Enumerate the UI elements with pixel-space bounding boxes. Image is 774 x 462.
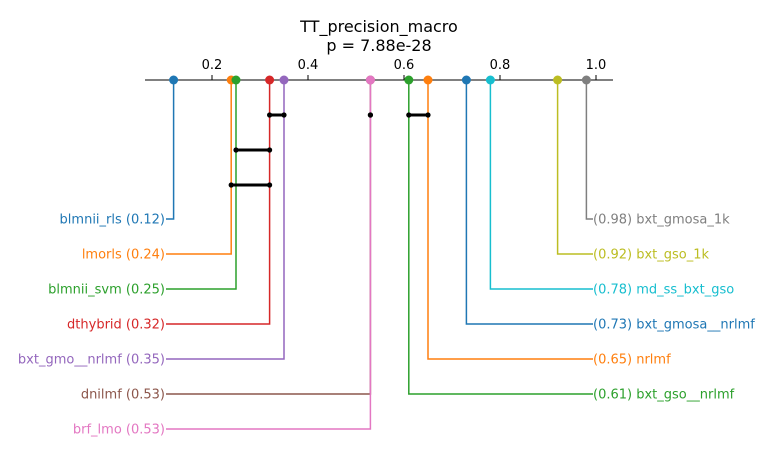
method-label: (0.98) bxt_gmosa_1k: [593, 213, 730, 228]
right-methods: (0.98) bxt_gmosa_1k (0.92) bxt_gso_1k (0.7…: [404, 75, 755, 403]
method-rank-marker: [423, 75, 433, 85]
method-connector: [166, 80, 285, 360]
method-connector: [166, 80, 232, 255]
clique-endpoint: [267, 147, 273, 153]
clique-endpoint: [281, 112, 287, 118]
method-rank-marker: [265, 75, 275, 85]
clique-endpoint: [233, 147, 239, 153]
method-connector: [166, 80, 175, 220]
axis-tick-label: 0.2: [202, 58, 223, 73]
method-rank-marker: [169, 75, 179, 85]
method-label: lmorls (0.24): [82, 248, 165, 263]
method-label: (0.61) bxt_gso__nrlmf: [593, 388, 735, 403]
method-label: dnilmf (0.53): [81, 388, 165, 403]
method-connector: [166, 80, 271, 325]
method-connector: [585, 80, 593, 220]
method-label: brf_lmo (0.53): [73, 423, 165, 438]
left-methods: blmnii_rls (0.12) lmorls (0.24) blmnii_svm…: [18, 75, 375, 438]
method-connector: [489, 80, 593, 290]
method-label: bxt_gmo__nrlmf (0.35): [18, 353, 165, 368]
axis-tick-label: 0.8: [490, 58, 511, 73]
method-connector: [427, 80, 593, 360]
method-rank-marker: [231, 75, 241, 85]
method-connector: [465, 80, 593, 325]
method-label: (0.65) nrlmf: [593, 353, 671, 368]
method-rank-marker: [485, 75, 495, 85]
method-rank-marker: [553, 75, 563, 85]
clique-endpoint: [228, 182, 234, 188]
chart-title: TT_precision_macro: [299, 17, 458, 37]
method-label: (0.92) bxt_gso_1k: [593, 248, 710, 263]
method-label: blmnii_svm (0.25): [48, 283, 165, 298]
method-connector: [166, 80, 237, 290]
clique-endpoint: [367, 112, 373, 118]
method-rank-marker: [279, 75, 289, 85]
method-connector: [166, 80, 372, 430]
method-label: blmnii_rls (0.12): [60, 213, 165, 228]
clique-endpoint: [425, 112, 431, 118]
method-rank-marker: [404, 75, 414, 85]
axis-tick-label: 0.4: [298, 58, 319, 73]
method-connector: [556, 80, 593, 255]
axis-tick-label: 1.0: [586, 58, 607, 73]
axis-tick-label: 0.6: [394, 58, 415, 73]
method-connector: [408, 80, 593, 395]
method-rank-marker: [365, 75, 375, 85]
method-label: (0.78) md_ss_bxt_gso: [593, 283, 734, 298]
method-connector: [166, 80, 372, 395]
method-label: (0.73) bxt_gmosa__nrlmf: [593, 318, 755, 333]
method-rank-marker: [581, 75, 591, 85]
clique-endpoint: [267, 182, 273, 188]
clique-endpoint: [267, 112, 273, 118]
method-rank-marker: [461, 75, 471, 85]
rank-axis: 0.2 0.4 0.6 0.8 1.0: [145, 58, 613, 81]
method-label: dthybrid (0.32): [67, 318, 165, 333]
chart-subtitle: p = 7.88e-28: [326, 36, 431, 55]
clique-endpoint: [406, 112, 412, 118]
clique-bars: [228, 112, 431, 188]
